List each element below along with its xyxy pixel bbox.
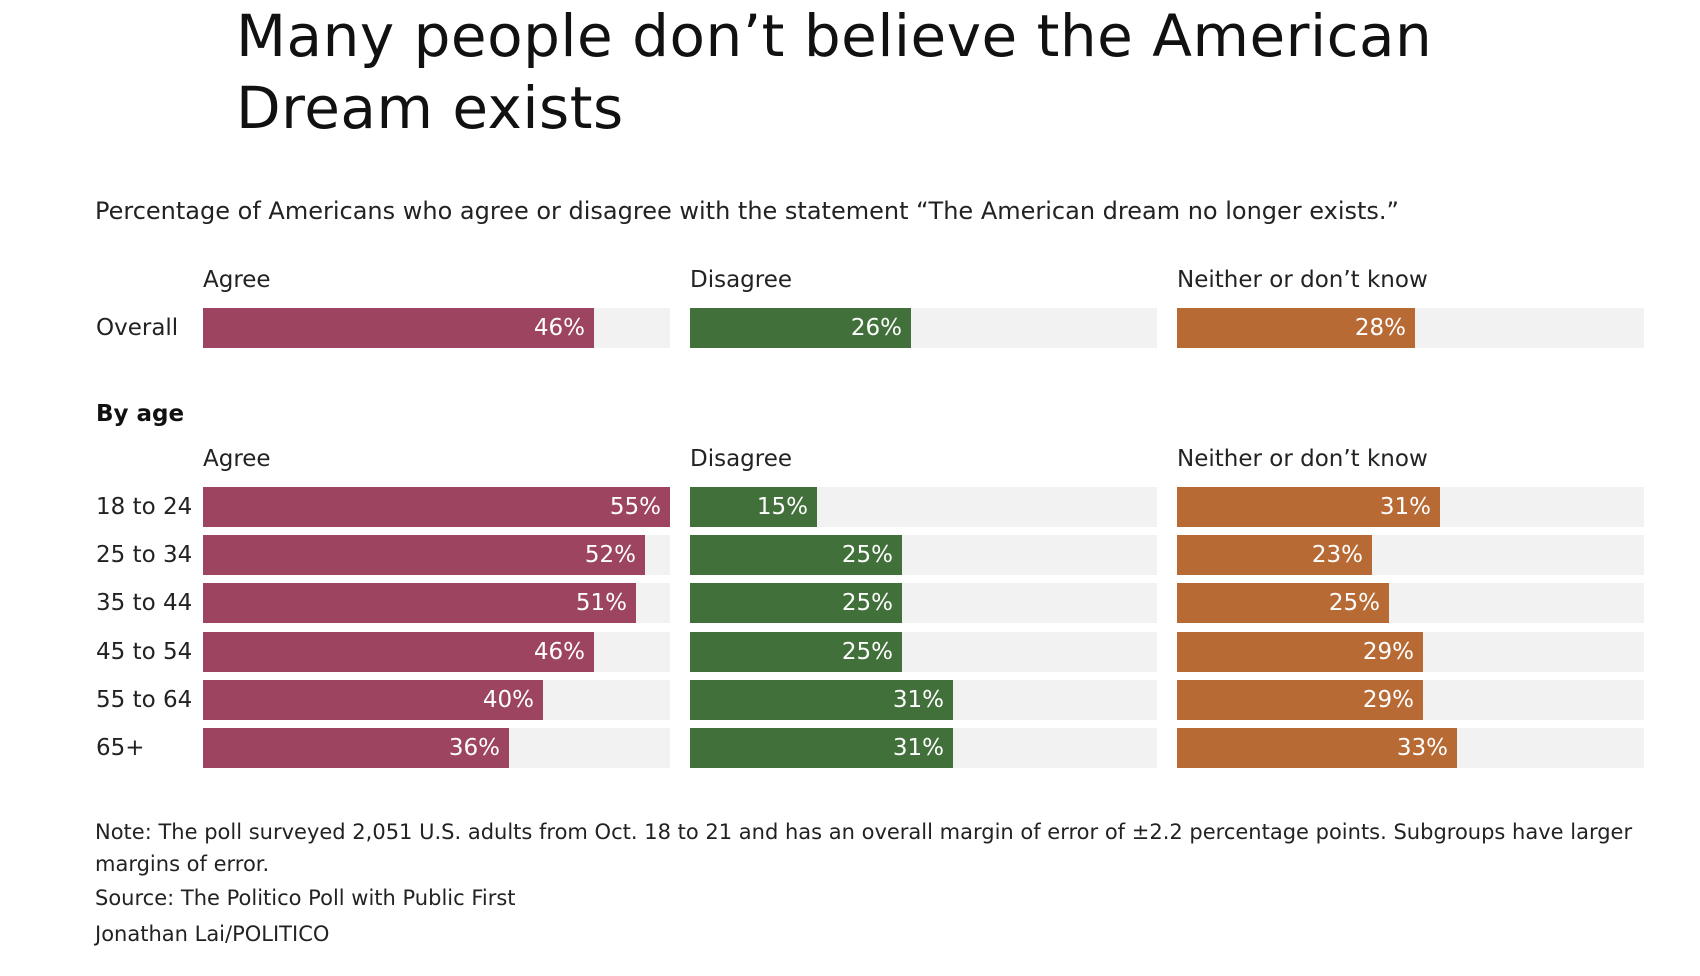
bar-value-agree-25-to-34: 52% — [584, 542, 636, 569]
bar-agree-overall — [203, 308, 594, 348]
column-header-neither-by-age: Neither or don’t know — [1177, 446, 1428, 472]
bar-agree-55-to-64 — [203, 679, 543, 720]
row-label-35-to-44: 35 to 44 — [96, 590, 193, 617]
bar-track-disagree-25-to-34: 25% — [690, 535, 1157, 576]
bar-disagree-65 — [690, 728, 953, 768]
bar-value-disagree-25-to-34: 25% — [841, 542, 893, 569]
bar-track-disagree-35-to-44: 25% — [690, 583, 1157, 624]
bar-track-disagree-18-to-24: 15% — [690, 487, 1157, 527]
bar-track-neither-45-to-54: 29% — [1177, 631, 1644, 672]
bar-track-disagree-55-to-64: 31% — [690, 679, 1157, 720]
bar-track-neither-55-to-64: 29% — [1177, 679, 1644, 720]
source-text: Source: The Politico Poll with Public Fi… — [95, 886, 516, 910]
bar-agree-65 — [203, 728, 509, 768]
bar-value-disagree-55-to-64: 31% — [892, 686, 944, 713]
bar-neither-overall — [1177, 308, 1415, 348]
bar-value-disagree-overall: 26% — [850, 315, 902, 341]
bar-value-agree-45-to-54: 46% — [533, 638, 585, 665]
bar-neither-25-to-34 — [1177, 535, 1372, 576]
chart-title: Many people don’t believe the American D… — [236, 2, 1433, 142]
bar-agree-45-to-54 — [203, 631, 594, 672]
bar-value-agree-overall: 46% — [533, 315, 585, 341]
bar-agree-18-to-24 — [203, 487, 670, 527]
row-label-25-to-34: 25 to 34 — [96, 542, 193, 569]
bar-track-neither-25-to-34: 23% — [1177, 535, 1644, 576]
bar-agree-35-to-44 — [203, 583, 636, 624]
column-header-disagree-by-age: Disagree — [690, 446, 793, 472]
bar-value-neither-25-to-34: 23% — [1311, 542, 1363, 569]
bar-value-disagree-35-to-44: 25% — [841, 590, 893, 617]
bar-neither-55-to-64 — [1177, 679, 1423, 720]
column-header-agree-by-age: Agree — [203, 446, 271, 472]
bar-track-agree-45-to-54: 46% — [203, 631, 670, 672]
bar-track-agree-25-to-34: 52% — [203, 535, 670, 576]
bar-value-neither-18-to-24: 31% — [1379, 494, 1431, 520]
bar-disagree-overall — [690, 308, 911, 348]
bar-track-neither-35-to-44: 25% — [1177, 583, 1644, 624]
bar-track-agree-overall: 46% — [203, 308, 670, 348]
bar-value-neither-55-to-64: 29% — [1362, 686, 1414, 713]
bar-disagree-55-to-64 — [690, 679, 953, 720]
bar-neither-35-to-44 — [1177, 583, 1389, 624]
bar-track-neither-overall: 28% — [1177, 308, 1644, 348]
bar-disagree-18-to-24 — [690, 487, 817, 527]
bar-value-disagree-45-to-54: 25% — [841, 638, 893, 665]
bar-value-neither-45-to-54: 29% — [1362, 638, 1414, 665]
bar-disagree-45-to-54 — [690, 631, 902, 672]
bar-value-neither-35-to-44: 25% — [1328, 590, 1380, 617]
bar-disagree-25-to-34 — [690, 535, 902, 576]
bar-track-disagree-45-to-54: 25% — [690, 631, 1157, 672]
column-header-disagree-overall: Disagree — [690, 267, 793, 293]
bar-value-agree-65: 36% — [448, 735, 500, 761]
bar-value-disagree-18-to-24: 15% — [756, 494, 808, 520]
bar-track-neither-18-to-24: 31% — [1177, 487, 1644, 527]
bar-neither-18-to-24 — [1177, 487, 1440, 527]
row-label-overall: Overall — [96, 315, 179, 341]
chart-subtitle: Percentage of Americans who agree or dis… — [95, 197, 1399, 225]
row-label-18-to-24: 18 to 24 — [96, 494, 193, 520]
column-header-neither-overall: Neither or don’t know — [1177, 267, 1428, 293]
section-label-by-age: By age — [96, 401, 185, 427]
bar-track-agree-55-to-64: 40% — [203, 679, 670, 720]
bar-neither-65 — [1177, 728, 1457, 768]
bar-neither-45-to-54 — [1177, 631, 1423, 672]
bar-track-agree-65: 36% — [203, 728, 670, 768]
bar-agree-25-to-34 — [203, 535, 645, 576]
bar-value-neither-overall: 28% — [1354, 315, 1406, 341]
column-header-agree-overall: Agree — [203, 267, 271, 293]
bar-value-agree-35-to-44: 51% — [575, 590, 627, 617]
row-label-45-to-54: 45 to 54 — [96, 638, 193, 665]
bar-track-agree-35-to-44: 51% — [203, 583, 670, 624]
row-label-55-to-64: 55 to 64 — [96, 686, 193, 713]
bar-disagree-35-to-44 — [690, 583, 902, 624]
bar-track-agree-18-to-24: 55% — [203, 487, 670, 527]
bar-track-disagree-overall: 26% — [690, 308, 1157, 348]
row-label-65: 65+ — [96, 735, 145, 761]
bar-track-neither-65: 33% — [1177, 728, 1644, 768]
bar-value-disagree-65: 31% — [892, 735, 944, 761]
bar-value-agree-55-to-64: 40% — [482, 686, 534, 713]
bar-track-disagree-65: 31% — [690, 728, 1157, 768]
note-text: Note: The poll surveyed 2,051 U.S. adult… — [95, 820, 1633, 876]
bar-value-neither-65: 33% — [1396, 735, 1448, 761]
credit-text: Jonathan Lai/POLITICO — [95, 922, 330, 946]
bar-value-agree-18-to-24: 55% — [609, 494, 661, 520]
